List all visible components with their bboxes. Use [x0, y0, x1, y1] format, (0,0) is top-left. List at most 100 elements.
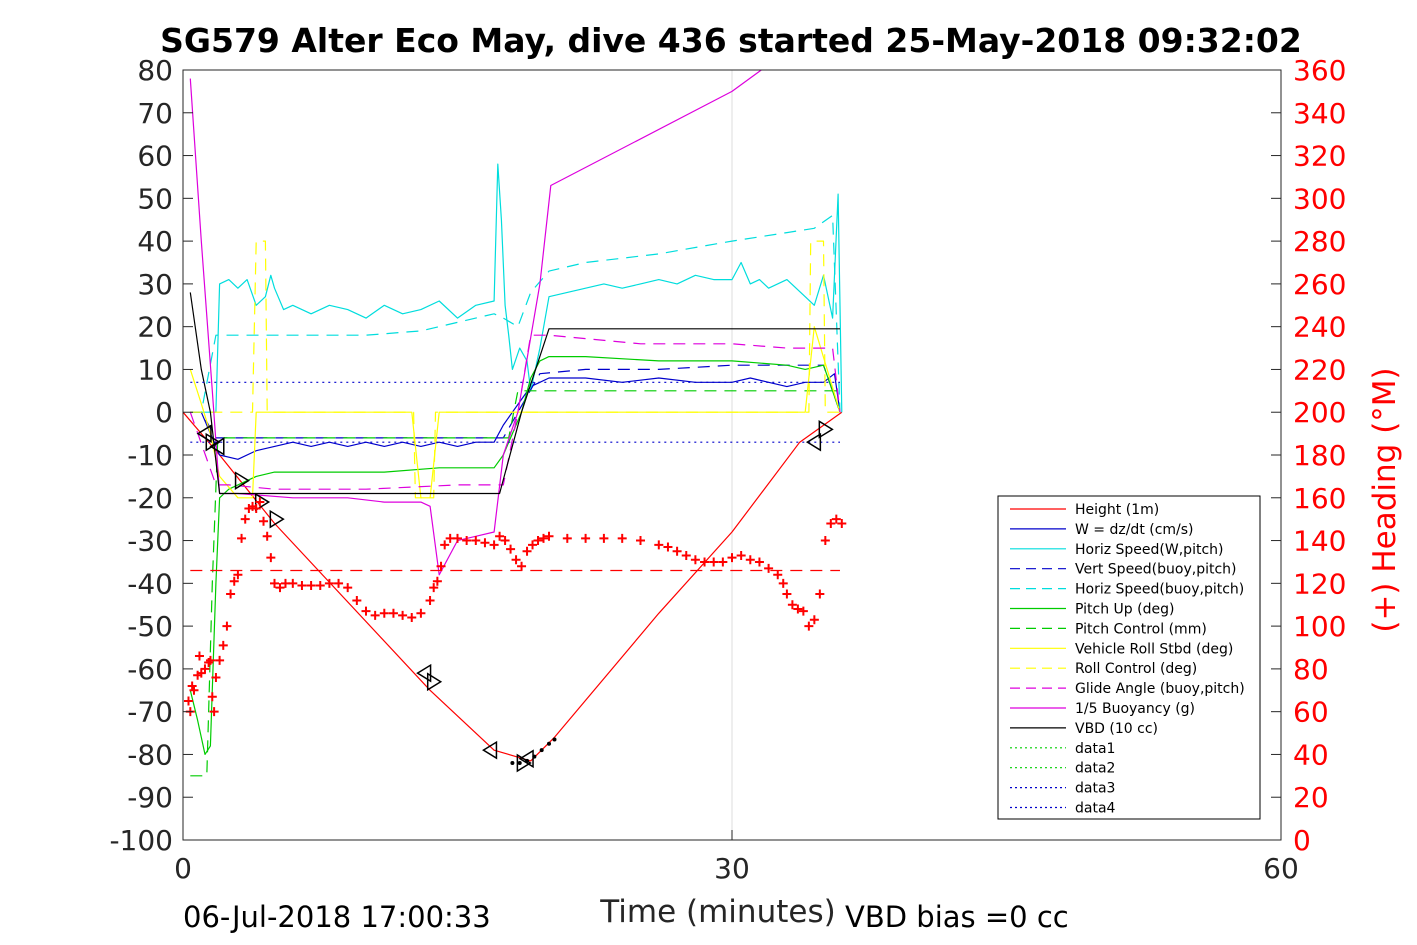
legend-label-8: Roll Control (deg) — [1075, 661, 1197, 677]
heading-point-63 — [528, 540, 538, 550]
heading-point-26 — [262, 531, 272, 541]
legend-label-2: Horiz Speed(W,pitch) — [1075, 542, 1223, 558]
heading-point-88 — [787, 600, 797, 610]
heading-point-60 — [511, 555, 521, 565]
heading-point-79 — [718, 557, 728, 567]
heading-point-71 — [636, 536, 645, 546]
heading-point-80 — [727, 553, 737, 563]
heading-point-46 — [425, 595, 435, 605]
heading-point-39 — [361, 606, 371, 616]
heading-point-7 — [200, 664, 210, 674]
heading-point-24 — [255, 497, 265, 507]
left-tick-label-6: 20 — [137, 311, 173, 344]
heading-point-69 — [599, 533, 609, 543]
heading-point-62 — [522, 546, 532, 556]
triangle-left-marker-2 — [416, 663, 432, 683]
heading-point-19 — [237, 533, 247, 543]
left-tick-label-13: -50 — [127, 610, 173, 643]
left-tick-label-15: -70 — [127, 696, 173, 729]
left-tick-label-10: -20 — [127, 482, 173, 515]
heading-point-18 — [233, 570, 243, 580]
legend-label-13: data2 — [1075, 761, 1115, 777]
heading-point-12 — [211, 672, 221, 682]
heading-point-96 — [831, 514, 841, 524]
heading-point-57 — [495, 531, 505, 541]
heading-point-55 — [480, 538, 490, 548]
heading-point-81 — [736, 551, 746, 561]
heading-point-83 — [754, 557, 764, 567]
right-tick-label-5: 260 — [1293, 268, 1346, 301]
left-tick-label-14: -60 — [127, 653, 173, 686]
heading-point-48 — [432, 576, 442, 586]
legend-label-3: Vert Speed(buoy,pitch) — [1075, 562, 1237, 578]
dive-dot-1 — [517, 761, 522, 765]
x-tick-label-2: 60 — [1263, 852, 1299, 885]
right-axis-label: (+) Heading (°M) — [1367, 367, 1403, 632]
heading-point-32 — [297, 580, 307, 590]
series-line-5 — [189, 356, 841, 756]
heading-point-75 — [681, 551, 691, 561]
series-line-8 — [190, 240, 840, 499]
legend-label-1: W = dz/dt (cm/s) — [1075, 522, 1194, 538]
right-tick-label-7: 220 — [1293, 353, 1346, 386]
heading-point-16 — [226, 589, 236, 599]
right-tick-label-9: 180 — [1293, 439, 1346, 472]
right-tick-label-10: 160 — [1293, 482, 1346, 515]
triangle-left-marker-5 — [805, 432, 822, 452]
heading-point-86 — [778, 578, 788, 588]
right-tick-label-13: 100 — [1293, 610, 1346, 643]
heading-point-34 — [315, 580, 325, 590]
heading-point-3 — [189, 685, 199, 695]
legend-box — [997, 495, 1261, 820]
heading-point-67 — [562, 533, 572, 543]
heading-point-5 — [194, 651, 204, 661]
heading-point-72 — [654, 540, 664, 550]
heading-point-14 — [218, 640, 228, 650]
heading-point-68 — [581, 533, 591, 543]
triangle-right-marker-3 — [269, 509, 285, 529]
heading-point-82 — [745, 555, 755, 565]
right-tick-label-2: 320 — [1293, 140, 1346, 173]
heading-point-13 — [215, 655, 225, 665]
heading-point-97 — [837, 518, 847, 528]
heading-point-94 — [820, 536, 830, 546]
right-tick-label-12: 120 — [1293, 567, 1346, 600]
heading-points — [183, 497, 847, 717]
triangle-left-marker-3 — [482, 740, 498, 760]
plot-series — [182, 69, 843, 777]
dive-dot-4 — [539, 748, 544, 753]
right-tick-label-0: 360 — [1293, 54, 1346, 87]
legend-label-6: Pitch Control (mm) — [1075, 621, 1207, 637]
triangle-left-marker-0 — [196, 424, 212, 443]
x-axis-label: Time (minutes) — [599, 894, 835, 930]
heading-point-43 — [398, 610, 408, 620]
heading-point-0 — [183, 696, 193, 706]
left-tick-label-9: -10 — [127, 439, 173, 472]
right-tick-label-14: 80 — [1293, 653, 1329, 686]
legend-label-0: Height (1m) — [1075, 502, 1159, 518]
legend-label-11: VBD (10 cc) — [1075, 721, 1158, 737]
heading-point-59 — [506, 544, 516, 554]
heading-point-49 — [436, 561, 446, 571]
heading-point-37 — [343, 583, 353, 593]
heading-point-77 — [700, 557, 710, 567]
series-line-3 — [190, 364, 841, 439]
series-line-11 — [189, 292, 840, 495]
dive-dot-5 — [547, 741, 551, 746]
heading-point-41 — [379, 608, 389, 618]
heading-point-90 — [798, 606, 808, 616]
heading-point-9 — [205, 655, 215, 665]
left-tick-label-1: 70 — [137, 97, 173, 130]
heading-point-53 — [462, 536, 472, 546]
heading-point-2 — [187, 681, 197, 691]
left-tick-label-16: -80 — [127, 738, 173, 771]
right-axis: 3603403203002802602402202001801601401201… — [1271, 54, 1346, 857]
heading-point-93 — [815, 589, 825, 599]
heading-point-31 — [288, 578, 298, 588]
left-tick-label-0: 80 — [137, 54, 173, 87]
series-line-6 — [190, 390, 840, 777]
heading-point-10 — [207, 692, 217, 702]
right-tick-label-15: 60 — [1293, 696, 1329, 729]
left-tick-label-7: 10 — [137, 353, 173, 386]
